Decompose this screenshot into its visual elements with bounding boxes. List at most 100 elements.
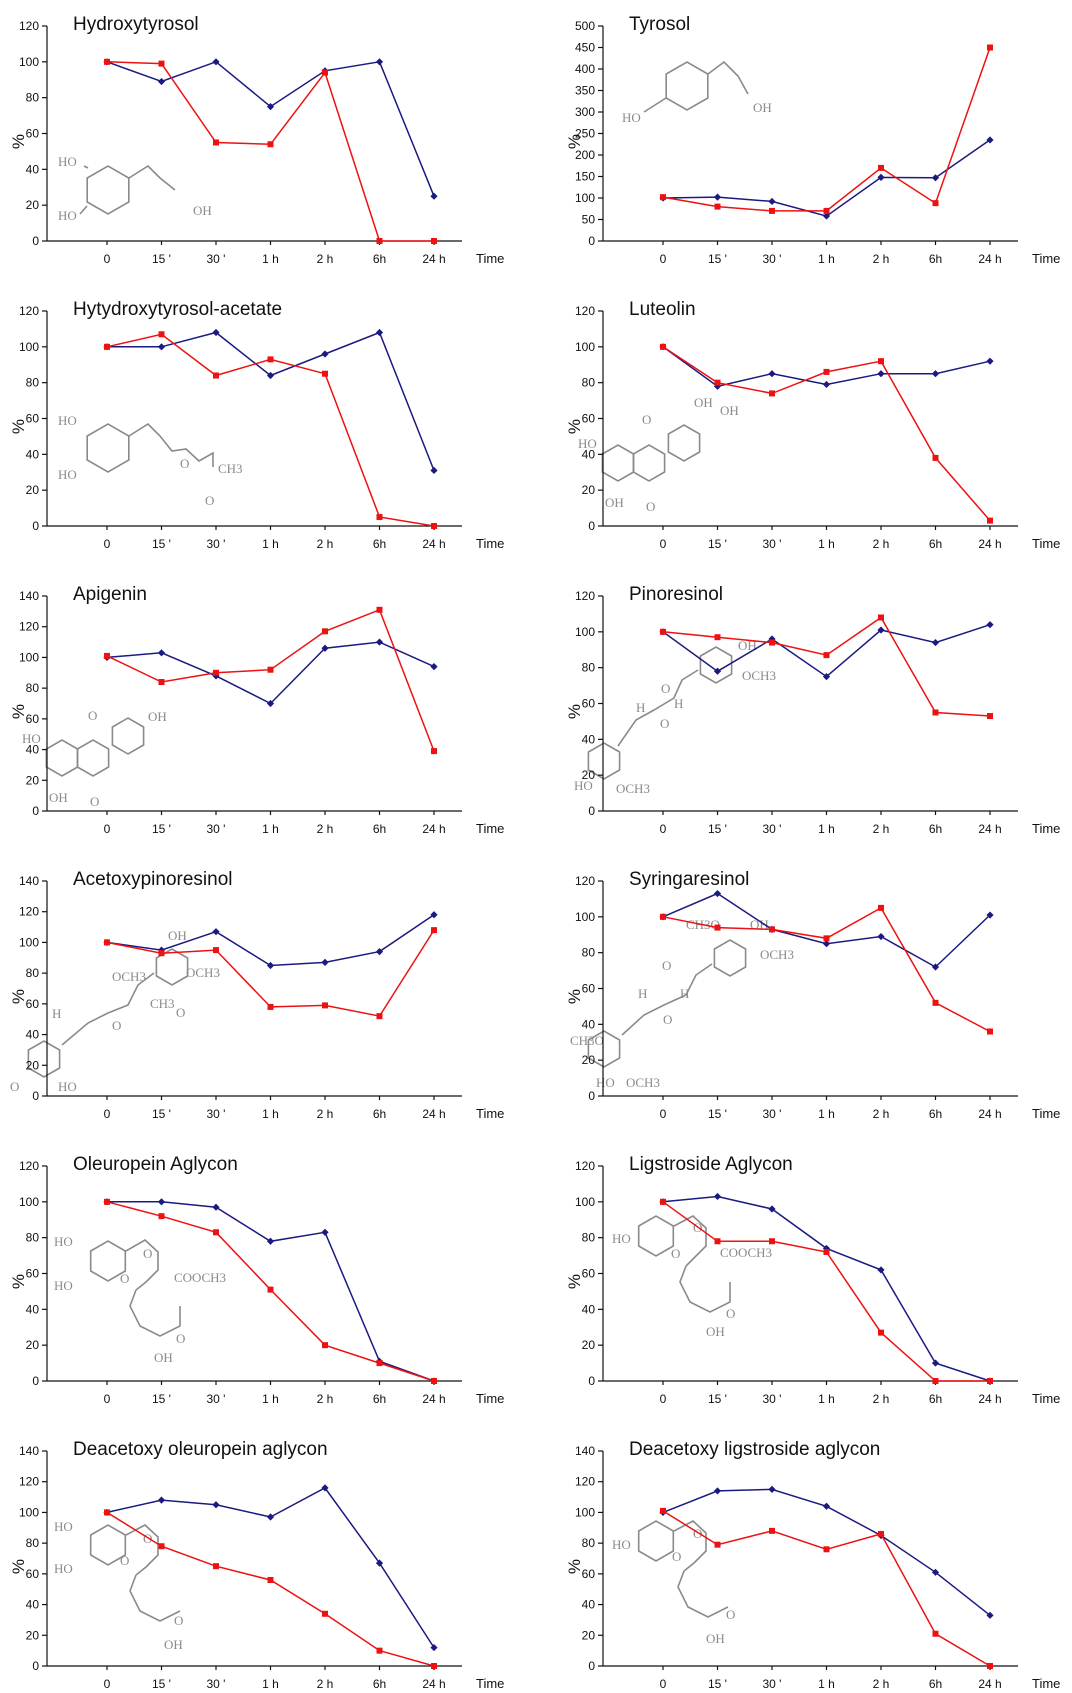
x-tick-label: 15 ' (708, 537, 727, 551)
chart-title: Tyrosol (629, 14, 690, 35)
x-tick-label: 30 ' (207, 1677, 226, 1688)
data-point (375, 58, 384, 66)
x-axis-label: Time (1032, 251, 1060, 266)
y-tick-label: 20 (26, 1058, 40, 1072)
x-axis-label: Time (476, 1391, 504, 1406)
data-point (431, 523, 437, 529)
structure-label: HO (622, 110, 641, 125)
y-tick-label: 100 (19, 55, 39, 69)
data-point (932, 200, 939, 207)
y-axis-label: % (565, 134, 584, 149)
y-tick-label: 0 (32, 1374, 39, 1388)
x-tick-label: 2 h (873, 1677, 890, 1688)
data-point (157, 1496, 166, 1504)
data-point (713, 889, 722, 898)
y-tick-label: 100 (19, 340, 39, 354)
y-tick-label: 120 (575, 874, 595, 888)
x-tick-label: 24 h (978, 1107, 1001, 1121)
x-tick-label: 0 (660, 537, 667, 551)
y-tick-label: 140 (19, 1444, 39, 1458)
data-point (713, 1487, 722, 1495)
data-point (431, 1378, 437, 1384)
structure-label: O (672, 1549, 681, 1564)
structure-label: H (52, 1006, 61, 1021)
data-point (768, 370, 776, 378)
y-tick-label: 60 (26, 127, 40, 141)
x-tick-label: 2 h (317, 822, 334, 836)
x-tick-label: 6h (929, 1677, 942, 1688)
data-point (266, 1513, 275, 1521)
x-tick-label: 24 h (422, 537, 445, 551)
x-tick-label: 2 h (873, 537, 890, 551)
y-tick-label: 60 (26, 1267, 40, 1281)
structure-label: COOCH3 (720, 1245, 772, 1260)
structure-label: OH (154, 1350, 173, 1365)
y-tick-label: 300 (575, 105, 595, 119)
data-point (878, 358, 884, 365)
y-tick-label: 60 (26, 1567, 40, 1581)
structure-label: O (120, 1271, 129, 1286)
data-point (104, 343, 110, 350)
y-axis-label: % (9, 134, 28, 149)
bond-line (673, 1215, 707, 1267)
data-point (376, 606, 383, 613)
data-point (157, 1198, 166, 1206)
y-tick-label: 50 (582, 213, 596, 227)
structure-label: O (174, 1613, 183, 1628)
x-tick-label: 15 ' (708, 252, 727, 266)
series-line (106, 333, 435, 527)
data-point (768, 197, 776, 206)
x-tick-label: 1 h (262, 252, 279, 266)
data-point (158, 331, 165, 338)
x-tick-label: 2 h (873, 822, 890, 836)
x-tick-label: 2 h (317, 252, 334, 266)
y-tick-label: 140 (575, 1444, 595, 1458)
x-axis-label: Time (476, 536, 504, 551)
x-axis-label: Time (1032, 1391, 1060, 1406)
aromatic-ring-shape (587, 742, 621, 780)
data-point (714, 1541, 721, 1548)
data-point (713, 667, 722, 675)
bond-line (621, 963, 713, 1036)
catechol-ethanol-structure: HO HO OH (58, 154, 212, 223)
x-tick-label: 2 h (873, 252, 890, 266)
data-point (932, 999, 939, 1006)
bond-line (677, 1570, 729, 1618)
series-line (106, 641, 435, 705)
x-tick-label: 0 (660, 822, 667, 836)
structure-label: HO (58, 154, 77, 169)
data-point (768, 1485, 776, 1493)
data-point (104, 1509, 110, 1516)
series-line (662, 1195, 991, 1382)
series-line (662, 1201, 990, 1382)
y-tick-label: 40 (26, 743, 40, 757)
structure-label: O (90, 794, 99, 809)
x-tick-label: 24 h (422, 1392, 445, 1406)
x-axis-label: Time (476, 821, 504, 836)
data-point (986, 136, 994, 144)
aromatic-ring-shape (637, 1215, 675, 1257)
bond-line (125, 1524, 159, 1576)
structure-label: OH (706, 1631, 725, 1646)
y-tick-label: 40 (26, 1598, 40, 1612)
structure-label: CH3 (218, 461, 243, 476)
structure-label: H (680, 986, 689, 1001)
bond-line (643, 97, 667, 113)
structure-label: OH (738, 638, 757, 653)
data-point (714, 379, 721, 386)
chart-title: Pinoresinol (629, 584, 723, 605)
data-point (822, 1244, 831, 1253)
y-tick-label: 80 (582, 376, 596, 390)
structure-label: OH (164, 1637, 183, 1652)
x-tick-label: 15 ' (708, 1392, 727, 1406)
y-tick-label: 60 (26, 712, 40, 726)
x-tick-label: 2 h (317, 1392, 334, 1406)
y-tick-label: 0 (32, 1659, 39, 1673)
y-tick-label: 80 (26, 1231, 40, 1245)
bond-line (129, 1574, 181, 1622)
data-point (321, 1228, 329, 1236)
x-tick-label: 1 h (262, 822, 279, 836)
structure-label: O (176, 1331, 185, 1346)
